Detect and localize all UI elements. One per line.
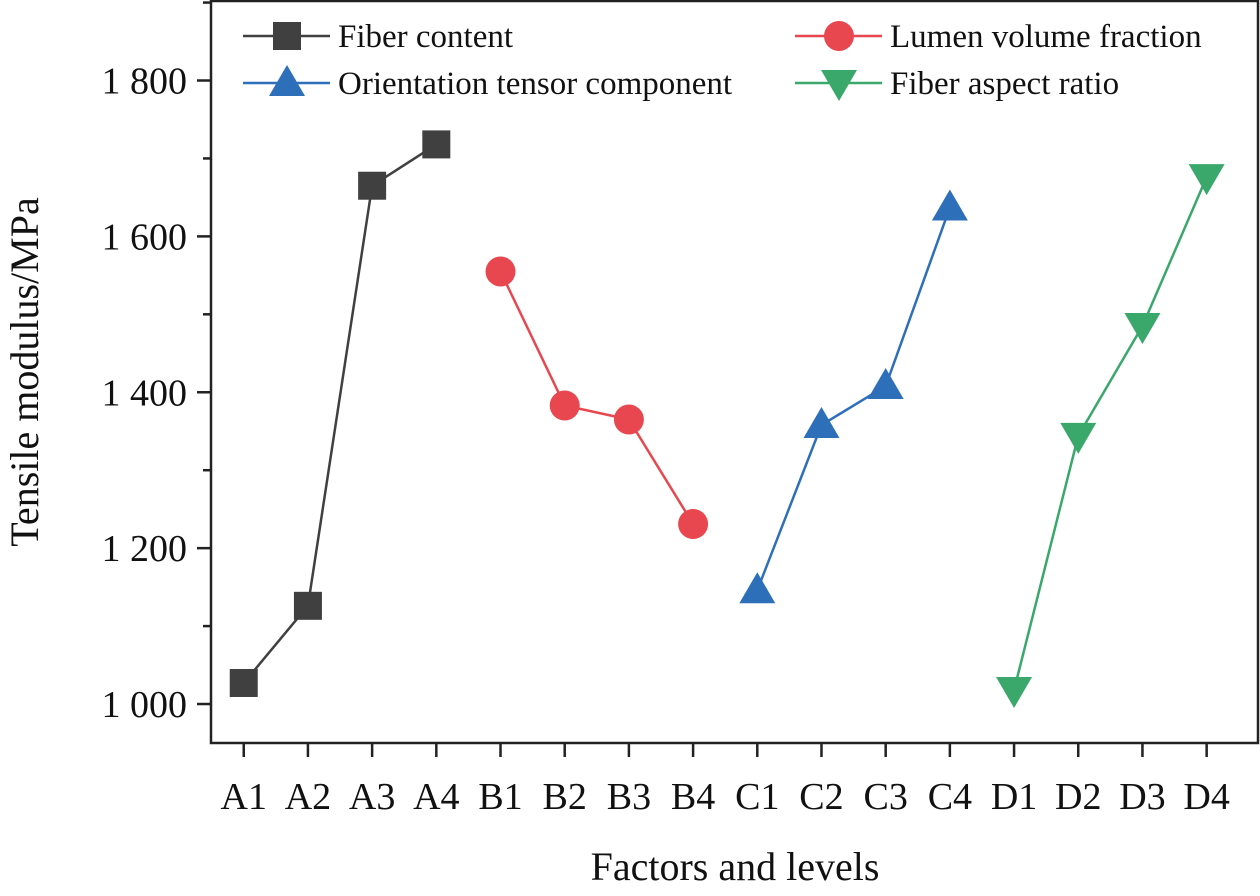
data-point bbox=[931, 189, 968, 221]
data-point bbox=[739, 572, 776, 604]
series-line bbox=[499, 270, 695, 525]
x-tick-label: C2 bbox=[799, 776, 843, 818]
series-lumen-volume-fraction bbox=[485, 256, 709, 539]
y-tick-label: 1 600 bbox=[102, 216, 188, 258]
legend-label: Fiber aspect ratio bbox=[890, 66, 1119, 102]
legend-item: Fiber content bbox=[243, 19, 513, 55]
data-point bbox=[549, 390, 580, 421]
x-tick-label: A1 bbox=[221, 776, 267, 818]
data-point bbox=[1060, 422, 1097, 454]
x-tick-label: D4 bbox=[1183, 776, 1229, 818]
x-tick-label: C1 bbox=[735, 776, 779, 818]
data-point bbox=[293, 591, 322, 620]
x-axis-title: Factors and levels bbox=[591, 844, 880, 889]
data-point bbox=[867, 368, 904, 400]
legend-item: Orientation tensor component bbox=[243, 65, 732, 102]
x-tick-label: B3 bbox=[607, 776, 651, 818]
y-axis-title: Tensile modulus/MPa bbox=[2, 197, 47, 547]
data-point bbox=[803, 407, 840, 438]
legend-label: Lumen volume fraction bbox=[890, 19, 1202, 55]
data-point bbox=[485, 256, 516, 287]
legend-label: Fiber content bbox=[338, 19, 513, 55]
data-point bbox=[422, 130, 451, 159]
legend-item: Lumen volume fraction bbox=[795, 19, 1202, 55]
data-point bbox=[613, 404, 644, 435]
x-tick-label: D2 bbox=[1055, 776, 1101, 818]
legend-marker bbox=[824, 21, 854, 51]
x-tick-label: C3 bbox=[863, 776, 907, 818]
y-tick-label: 1 200 bbox=[102, 528, 188, 570]
data-point bbox=[229, 668, 258, 697]
x-tick-label: C4 bbox=[928, 776, 972, 818]
series-orientation-tensor-component bbox=[739, 189, 968, 604]
x-tick-label: B4 bbox=[671, 776, 715, 818]
data-point bbox=[1188, 164, 1225, 196]
data-point bbox=[358, 171, 387, 200]
x-tick-label: A4 bbox=[413, 776, 459, 818]
series-line bbox=[242, 143, 437, 684]
x-tick-label: B1 bbox=[478, 776, 522, 818]
x-tick-label: A3 bbox=[349, 776, 395, 818]
plot-frame bbox=[209, 0, 1260, 745]
legend-marker bbox=[273, 22, 301, 50]
y-tick-label: 1 800 bbox=[102, 61, 188, 103]
y-tick-label: 1 000 bbox=[102, 684, 188, 726]
series-line bbox=[1012, 176, 1208, 691]
series-line bbox=[756, 207, 952, 591]
x-tick-label: D1 bbox=[991, 776, 1037, 818]
legend-marker bbox=[821, 70, 857, 101]
data-point bbox=[996, 677, 1033, 708]
series-fiber-aspect-ratio bbox=[996, 164, 1225, 708]
legend-label: Orientation tensor component bbox=[338, 66, 732, 102]
y-tick-label: 1 400 bbox=[102, 372, 188, 414]
legend-marker bbox=[269, 65, 305, 96]
data-point bbox=[678, 508, 709, 539]
legend-item: Fiber aspect ratio bbox=[795, 66, 1119, 102]
x-tick-label: B2 bbox=[543, 776, 587, 818]
data-point bbox=[1124, 313, 1161, 345]
x-tick-label: D3 bbox=[1119, 776, 1165, 818]
series-fiber-content bbox=[229, 130, 451, 697]
x-tick-label: A2 bbox=[285, 776, 331, 818]
